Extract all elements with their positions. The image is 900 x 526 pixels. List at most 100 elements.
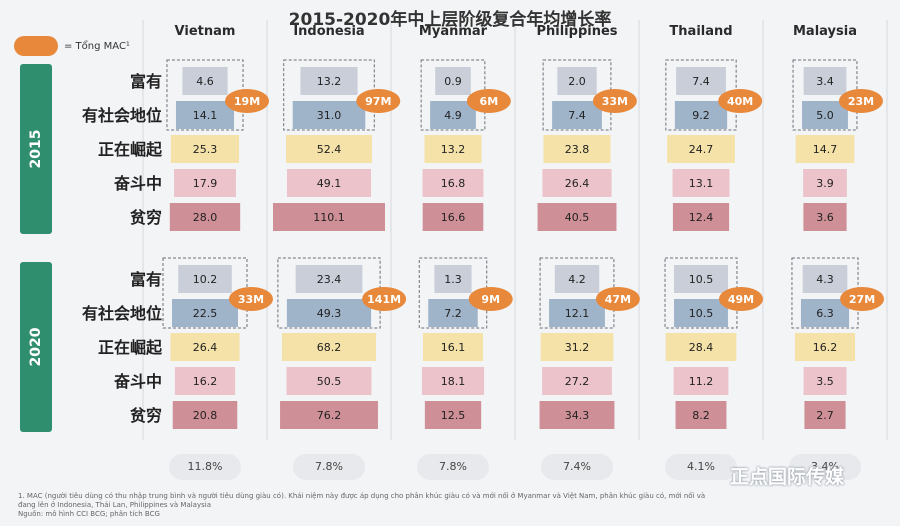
mac-oval-vietnam-2020 [228,287,273,311]
bar-vietnam-2020-seg3 [174,367,236,395]
bar-vietnam-2015-seg1 [175,101,235,129]
mac-label-philippines-2015: 33M [602,95,628,108]
value-label-myanmar-2020-seg3: 18.1 [441,375,466,388]
value-label-vietnam-2015-seg3: 17.9 [193,177,218,190]
mac-label-myanmar-2015: 6M [480,95,499,108]
value-label-indonesia-2015-seg0: 13.2 [317,75,342,88]
value-label-myanmar-2020-seg2: 16.1 [441,341,466,354]
mac-oval-vietnam-2015 [225,89,270,113]
value-label-myanmar-2020-seg0: 1.3 [444,273,462,286]
value-label-myanmar-2015-seg0: 0.9 [444,75,462,88]
value-label-malaysia-2020-seg2: 16.2 [813,341,838,354]
mac-label-vietnam-2020: 33M [238,293,264,306]
footnote-source: Nguồn: mô hình CCI BCG; phân tích BCG [18,510,160,518]
footnote-1: 1. MAC (người tiêu dùng có thu nhập trun… [18,492,706,500]
value-label-myanmar-2015-seg2: 13.2 [441,143,466,156]
legend-label: = Tổng MAC¹ [64,40,130,52]
bar-vietnam-2020-seg0 [178,265,232,293]
bar-indonesia-2020-seg2 [281,333,377,361]
bar-thailand-2015-seg4 [672,203,730,231]
value-label-vietnam-2015-seg0: 4.6 [196,75,214,88]
bar-malaysia-2015-seg2 [795,135,855,163]
bar-myanmar-2015-seg0 [435,67,471,95]
bar-philippines-2020-seg3 [542,367,612,395]
bar-thailand-2020-seg0 [674,265,728,293]
mac-label-thailand-2020: 49M [728,293,754,306]
bar-philippines-2020-seg1 [549,299,605,327]
bar-malaysia-2020-seg0 [802,265,848,293]
bar-malaysia-2020-seg4 [804,401,846,429]
value-label-myanmar-2015-seg3: 16.8 [441,177,466,190]
bar-indonesia-2015-seg0 [300,67,358,95]
value-label-philippines-2020-seg1: 12.1 [565,307,590,320]
cagr-badge-malaysia: 3.4% [789,454,861,480]
segment-label-aspirant: 奋斗中 [113,372,162,391]
bar-myanmar-2015-seg3 [422,169,484,197]
value-label-thailand-2020-seg2: 28.4 [689,341,714,354]
bar-vietnam-2020-seg4 [172,401,238,429]
value-label-thailand-2020-seg1: 10.5 [689,307,714,320]
bar-malaysia-2015-seg3 [803,169,847,197]
bar-philippines-2015-seg3 [542,169,612,197]
country-header-philippines: Philippines [536,24,618,39]
value-label-philippines-2020-seg0: 4.2 [568,273,586,286]
value-label-thailand-2015-seg3: 13.1 [689,177,714,190]
bar-vietnam-2020-seg1 [172,299,238,327]
country-header-indonesia: Indonesia [293,24,365,39]
segment-label-poor: 贫穷 [129,208,162,227]
value-label-malaysia-2020-seg0: 4.3 [816,273,834,286]
bar-vietnam-2015-seg2 [170,135,240,163]
bar-vietnam-2015-seg4 [169,203,241,231]
mac-oval-malaysia-2015 [838,89,883,113]
mac-oval-indonesia-2015 [356,89,401,113]
value-label-indonesia-2020-seg3: 50.5 [317,375,342,388]
mac-oval-malaysia-2020 [840,287,885,311]
bar-myanmar-2020-seg3 [421,367,485,395]
value-label-thailand-2020-seg3: 11.2 [689,375,714,388]
chart-title: 2015-2020年中上层阶级复合年均增长率 [288,10,612,30]
mac-oval-myanmar-2015 [466,89,511,113]
value-label-myanmar-2015-seg1: 4.9 [444,109,462,122]
value-label-malaysia-2015-seg1: 5.0 [816,109,834,122]
period-badge-2020: 2020 [20,262,52,432]
value-label-thailand-2015-seg4: 12.4 [689,211,714,224]
bar-indonesia-2015-seg3 [286,169,372,197]
bar-indonesia-2015-seg4 [273,203,385,231]
bar-malaysia-2015-seg1 [802,101,848,129]
bar-myanmar-2020-seg2 [422,333,484,361]
segment-label-aspirant: 奋斗中 [113,174,162,193]
watermark-text: 正点国际传媒 [730,466,845,488]
bar-malaysia-2015-seg4 [803,203,847,231]
bar-thailand-2020-seg2 [665,333,737,361]
bar-myanmar-2015-seg1 [430,101,476,129]
mac-oval-myanmar-2020 [468,287,513,311]
bar-myanmar-2020-seg0 [434,265,472,293]
value-label-vietnam-2020-seg1: 22.5 [193,307,218,320]
bar-vietnam-2015-seg3 [174,169,236,197]
legend-swatch [14,36,58,56]
cagr-badge-indonesia: 7.8% [293,454,365,480]
period-badge-2015: 2015 [20,64,52,234]
value-label-indonesia-2015-seg4: 110.1 [313,211,345,224]
footnote-2: đang lên ở Indonesia, Thái Lan, Philippi… [18,501,211,509]
bar-philippines-2020-seg0 [554,265,600,293]
value-label-indonesia-2020-seg1: 49.3 [317,307,342,320]
mac-label-indonesia-2015: 97M [365,95,391,108]
mac-label-myanmar-2020: 9M [481,293,500,306]
value-label-vietnam-2020-seg4: 20.8 [193,409,218,422]
segment-label-affluent: 有社会地位 [81,304,162,323]
value-label-malaysia-2015-seg0: 3.4 [816,75,834,88]
value-label-vietnam-2015-seg2: 25.3 [193,143,218,156]
segment-label-rich: 富有 [129,270,162,289]
value-label-indonesia-2020-seg2: 68.2 [317,341,342,354]
bar-myanmar-2015-seg2 [424,135,482,163]
value-label-malaysia-2015-seg4: 3.6 [816,211,834,224]
value-label-philippines-2015-seg0: 2.0 [568,75,586,88]
bar-indonesia-2015-seg1 [292,101,366,129]
bar-indonesia-2020-seg4 [280,401,378,429]
value-label-malaysia-2015-seg2: 14.7 [813,143,838,156]
value-label-indonesia-2015-seg2: 52.4 [317,143,342,156]
value-label-malaysia-2020-seg3: 3.5 [816,375,834,388]
bar-malaysia-2020-seg2 [794,333,856,361]
